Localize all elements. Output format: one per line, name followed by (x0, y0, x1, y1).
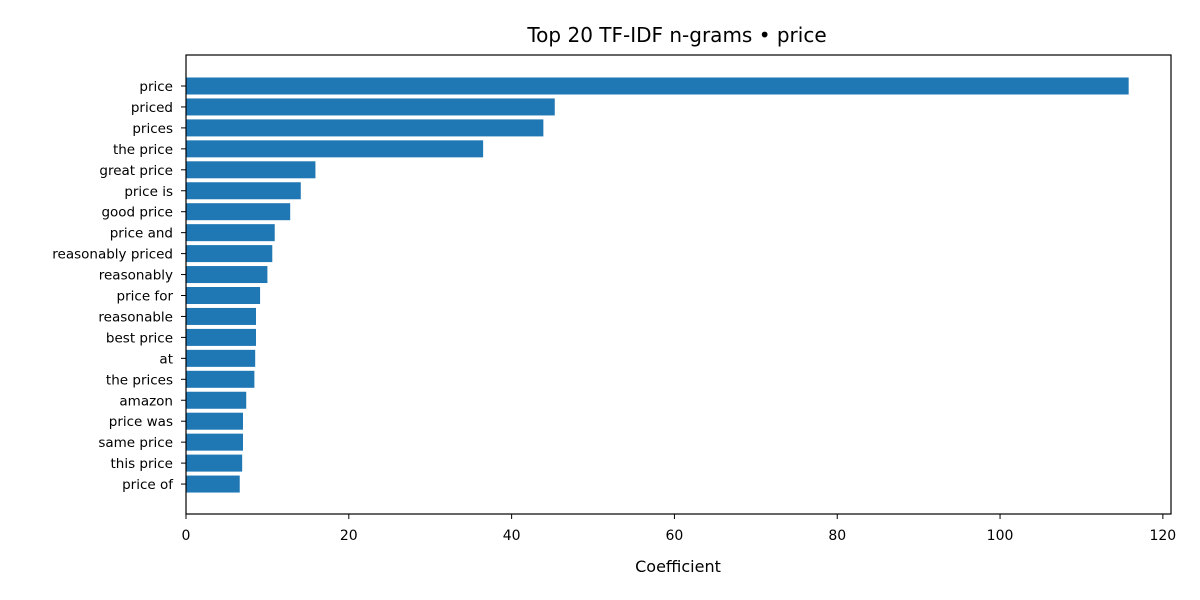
x-tick-label: 120 (1149, 528, 1176, 544)
bar (186, 182, 301, 200)
bar (186, 475, 240, 493)
category-label: price and (110, 226, 173, 242)
category-label: price of (122, 477, 174, 493)
bar (186, 328, 257, 346)
bar (186, 98, 555, 116)
category-label: price (139, 79, 173, 95)
x-tick-label: 0 (182, 528, 191, 544)
category-label: same price (98, 435, 173, 451)
category-label: reasonably (99, 268, 173, 284)
category-label: the prices (106, 372, 173, 388)
chart-title: Top 20 TF-IDF n-grams • price (526, 23, 826, 47)
bar (186, 391, 247, 409)
x-axis-label: Coefficient (635, 557, 721, 576)
bar (186, 245, 273, 263)
bar (186, 433, 243, 451)
bar (186, 203, 291, 221)
bar (186, 119, 544, 137)
category-label: price for (117, 289, 174, 305)
category-label: priced (131, 100, 173, 116)
bar (186, 412, 243, 430)
bar (186, 161, 316, 179)
bar (186, 370, 255, 388)
bar (186, 287, 261, 304)
category-label: price was (109, 414, 173, 430)
category-label: prices (132, 121, 173, 137)
bar (186, 224, 275, 242)
bar (186, 266, 268, 284)
category-label: good price (101, 205, 173, 221)
category-label: the price (113, 142, 173, 158)
bar (186, 349, 256, 367)
x-tick-label: 100 (987, 528, 1014, 544)
category-label: amazon (119, 393, 173, 409)
bar (186, 140, 484, 158)
category-label: this price (110, 456, 173, 472)
bars-layer (186, 77, 1129, 493)
bar (186, 454, 243, 472)
category-labels: price priced prices the price great price pri… (52, 79, 186, 493)
plot-frame (185, 54, 1172, 515)
category-label: at (159, 351, 173, 367)
category-label: reasonable (98, 309, 173, 325)
x-tick-label: 60 (666, 528, 684, 544)
x-axis-ticks: 0 20 40 60 80 100 120 (182, 514, 1176, 544)
x-tick-label: 80 (828, 528, 846, 544)
bar (186, 77, 1129, 95)
bar (186, 307, 257, 325)
x-tick-label: 20 (340, 528, 358, 544)
x-tick-label: 40 (503, 528, 521, 544)
category-label: price is (124, 184, 173, 200)
category-label: reasonably priced (52, 247, 173, 263)
category-label: best price (106, 330, 173, 346)
category-label: great price (99, 163, 173, 179)
